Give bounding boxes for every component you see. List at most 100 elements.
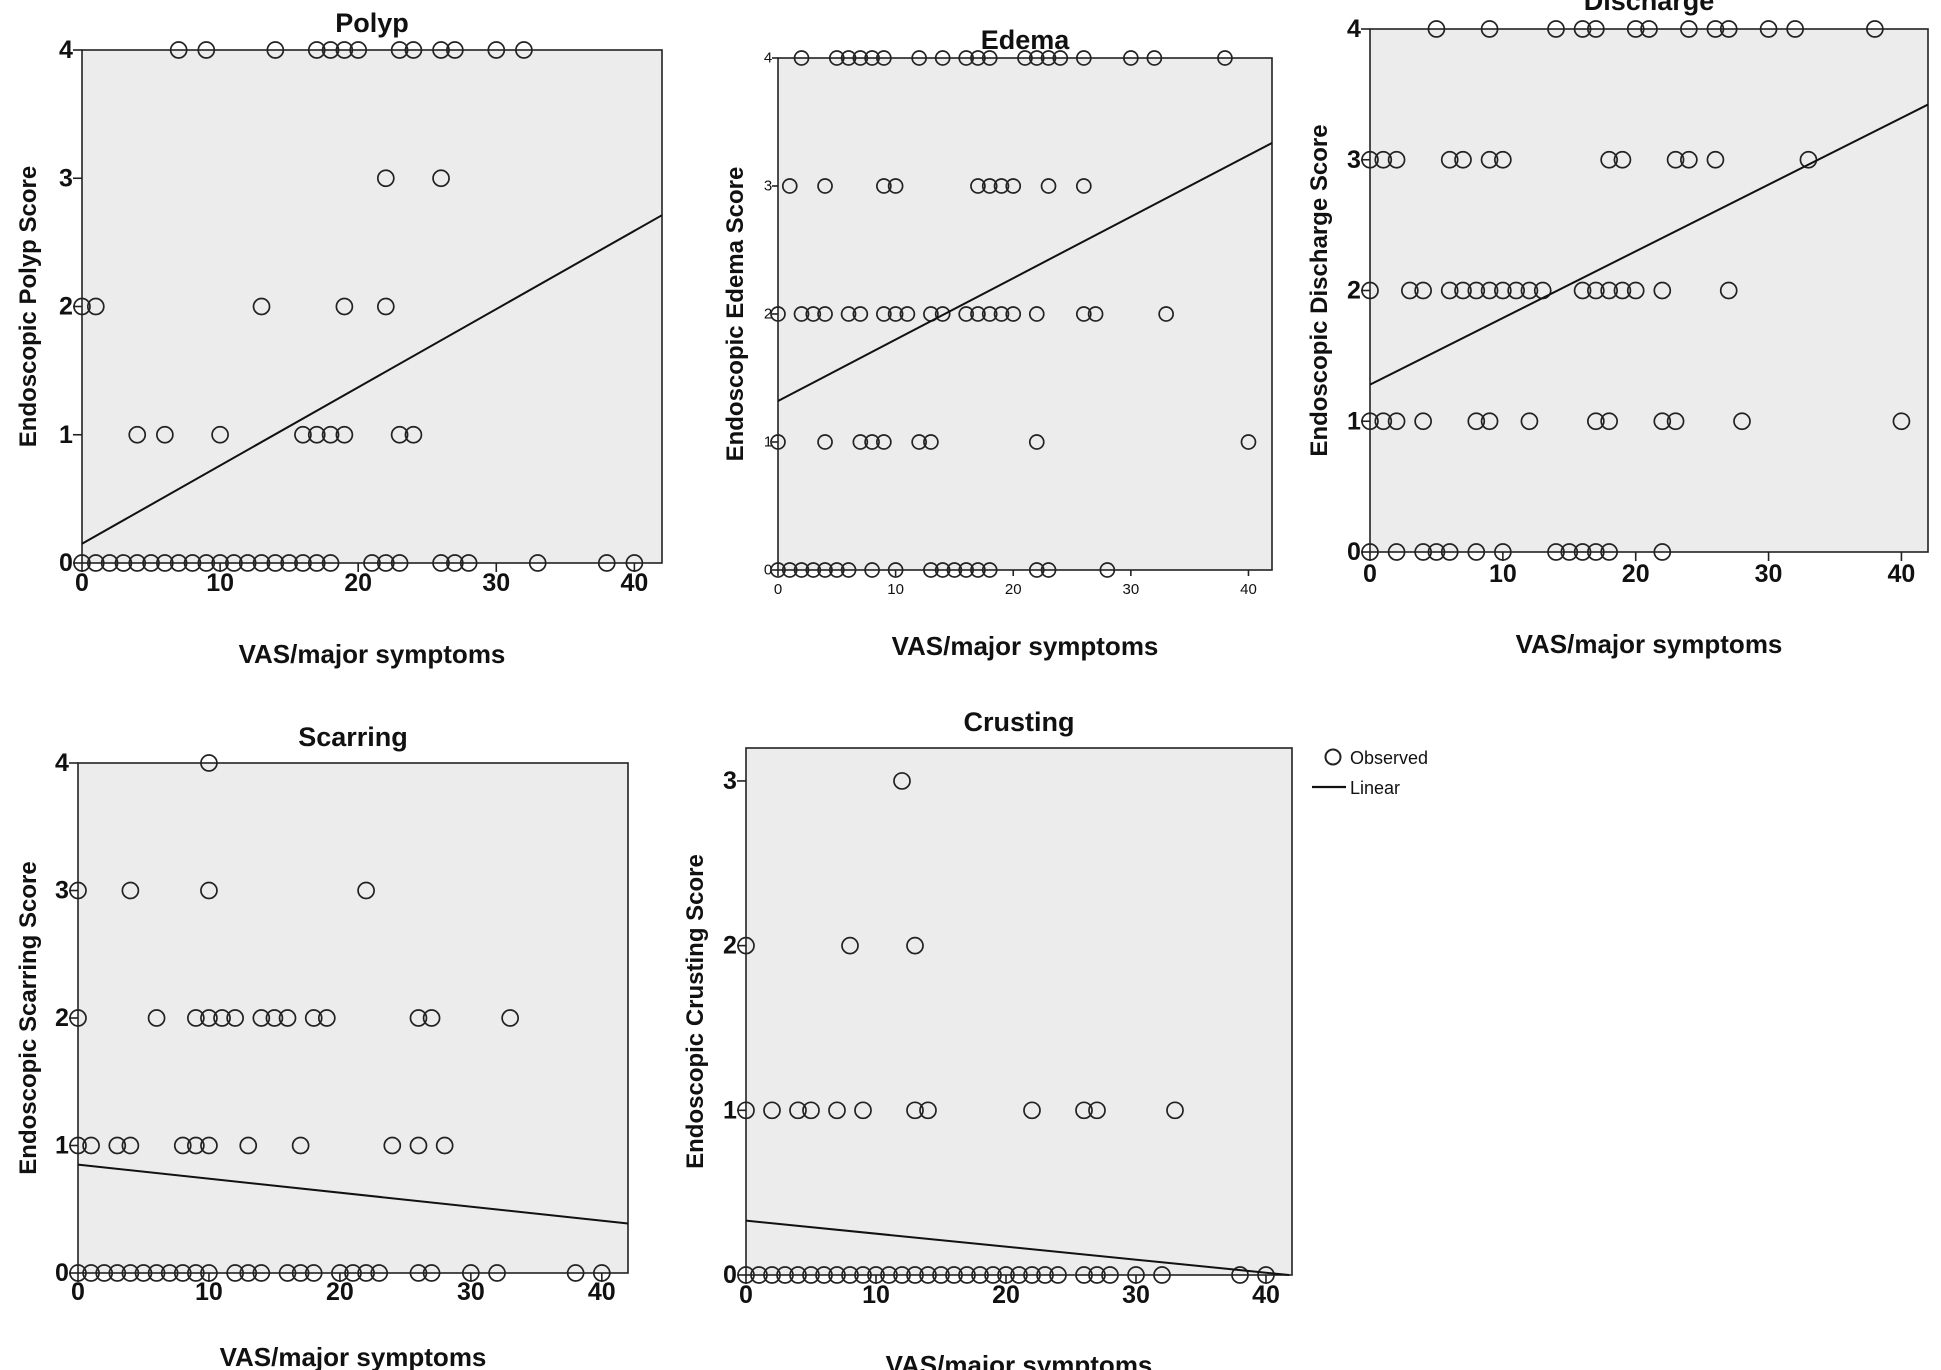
scarring-data-point: [370, 1264, 389, 1282]
polyp-data-point: [335, 425, 354, 444]
scarring-data-point: [187, 1136, 205, 1155]
edema-data-point: [793, 562, 810, 578]
edema-data-point: [1052, 50, 1069, 66]
scarring-data-point: [357, 881, 375, 900]
polyp-data-point: [128, 425, 147, 444]
polyp-data-point: [252, 554, 271, 572]
scarring-data-point: [488, 1264, 506, 1282]
discharge-data-point: [1520, 281, 1539, 300]
discharge-data-point: [1507, 281, 1525, 300]
discharge-data-point: [1626, 281, 1645, 300]
scarring-chart-title: Scarring: [298, 722, 408, 752]
scarring-data-point: [108, 1136, 127, 1155]
crusting-data-point: [1036, 1266, 1054, 1284]
legend-observed-label: Observed: [1350, 748, 1428, 768]
edema-data-point: [876, 178, 892, 194]
polyp-y-tick-label: 1: [59, 421, 73, 449]
polyp-data-point: [307, 554, 326, 572]
polyp-data-point: [86, 554, 105, 572]
discharge-data-point: [1374, 412, 1393, 431]
scarring-data-point: [121, 881, 140, 900]
edema-data-point: [1005, 178, 1022, 194]
polyp-data-point: [528, 554, 547, 572]
scarring-data-point: [134, 1264, 153, 1282]
edema-data-point: [934, 562, 951, 578]
scarring-data-point: [121, 1264, 140, 1282]
edema-data-point: [887, 178, 904, 194]
scarring-data-point: [252, 1009, 271, 1027]
polyp-data-point: [446, 554, 464, 572]
discharge-data-point: [1480, 150, 1499, 169]
edema-y-tick-label: 3: [764, 178, 772, 195]
crusting-data-point: [1075, 1266, 1093, 1284]
crusting-data-point: [1023, 1101, 1041, 1120]
polyp-data-point: [128, 554, 147, 572]
discharge-chart: Discharge VAS/major symptoms Endoscopic Di…: [1306, 0, 1929, 659]
discharge-data-point: [1467, 412, 1486, 431]
crusting-data-point: [867, 1266, 885, 1284]
scarring-data-point: [69, 881, 87, 900]
edema-data-point: [852, 50, 869, 66]
polyp-data-point: [321, 554, 340, 572]
scarring-data-point: [69, 1264, 87, 1282]
scarring-y-tick-label: 0: [55, 1259, 69, 1287]
discharge-y-tick-label: 2: [1347, 277, 1361, 305]
crusting-data-point: [750, 1266, 768, 1284]
edema-data-point: [1217, 50, 1233, 66]
crusting-data-point: [815, 1266, 833, 1284]
edema-data-point: [1075, 50, 1092, 66]
polyp-y-tick-label: 2: [59, 293, 73, 321]
crusting-chart: Crusting VAS/major symptoms Endoscopic Cru…: [682, 707, 1293, 1370]
polyp-data-point: [376, 554, 395, 572]
polyp-data-point: [252, 297, 271, 316]
scarring-data-point: [566, 1264, 585, 1282]
polyp-data-point: [376, 169, 395, 188]
crusting-y-tick-label: 1: [723, 1096, 737, 1124]
scarring-data-point: [422, 1264, 441, 1282]
crusting-data-point: [945, 1266, 963, 1284]
crusting-data-point: [854, 1266, 872, 1284]
crusting-data-point: [919, 1266, 937, 1284]
polyp-data-point: [183, 554, 202, 572]
discharge-x-tick-label: 0: [1363, 560, 1377, 588]
discharge-data-point: [1414, 281, 1432, 300]
edema-data-point: [781, 562, 798, 578]
edema-chart-title: Edema: [981, 25, 1071, 55]
edema-data-point: [1040, 562, 1057, 578]
edema-data-point: [970, 306, 986, 322]
discharge-data-point: [1626, 20, 1645, 38]
edema-data-point: [1146, 50, 1163, 66]
polyp-data-point: [349, 41, 368, 59]
scarring-data-point: [200, 754, 218, 772]
polyp-data-point: [307, 41, 326, 59]
crusting-data-point: [763, 1101, 781, 1120]
edema-y-tick-label: 2: [764, 306, 772, 323]
edema-data-point: [993, 178, 1010, 194]
scarring-data-point: [344, 1264, 362, 1282]
edema-data-point: [852, 306, 869, 322]
scarring-data-point: [239, 1136, 258, 1155]
polyp-data-point: [225, 554, 243, 572]
polyp-y-tick-label: 0: [59, 549, 73, 577]
crusting-data-point: [880, 1266, 898, 1284]
discharge-data-point: [1361, 412, 1379, 431]
discharge-data-point: [1600, 412, 1618, 431]
discharge-data-point: [1653, 412, 1672, 431]
polyp-data-point: [73, 297, 91, 316]
edema-x-tick-label: 10: [887, 581, 904, 598]
crusting-data-point: [997, 1266, 1015, 1284]
crusting-data-point: [906, 936, 924, 955]
discharge-data-point: [1680, 150, 1698, 169]
discharge-data-point: [1494, 150, 1512, 169]
scarring-data-point: [422, 1009, 441, 1027]
crusting-x-axis-label: VAS/major symptoms: [886, 1350, 1153, 1370]
polyp-plot-area: [81, 49, 663, 564]
scarring-y-tick-label: 3: [55, 877, 69, 905]
polyp-data-point: [335, 297, 354, 316]
edema-data-point: [817, 306, 833, 322]
scarring-data-point: [501, 1009, 519, 1027]
edema-data-point: [828, 50, 845, 66]
discharge-data-point: [1666, 150, 1685, 169]
polyp-data-point: [156, 554, 174, 572]
polyp-data-point: [321, 425, 340, 444]
